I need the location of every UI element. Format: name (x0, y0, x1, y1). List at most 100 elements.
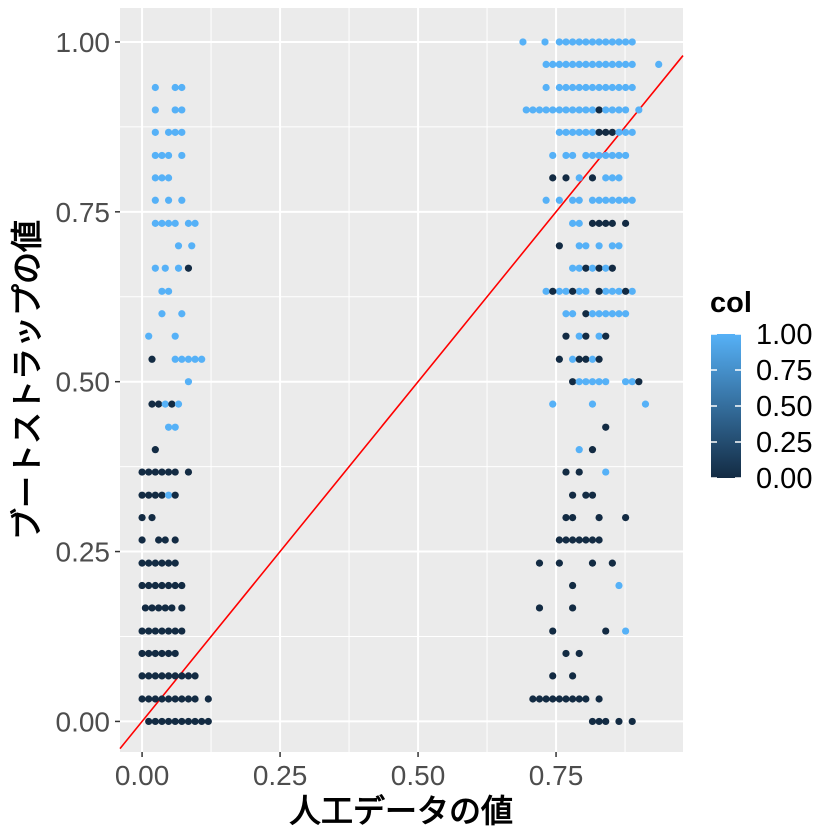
data-point (184, 468, 193, 476)
data-point (562, 106, 570, 114)
data-point (588, 355, 597, 363)
y-tick-label: 0.25 (56, 537, 111, 568)
data-point (602, 60, 610, 68)
data-point (168, 604, 176, 612)
data-point (615, 581, 623, 590)
data-point (542, 287, 550, 295)
y-tick-label: 1.00 (56, 27, 111, 58)
data-point (628, 196, 636, 204)
data-point (148, 400, 156, 408)
data-point (178, 695, 186, 703)
data-point (635, 106, 643, 114)
data-point (191, 717, 199, 726)
data-point (138, 695, 146, 703)
data-point (588, 83, 597, 92)
data-point (562, 38, 570, 46)
data-point (145, 559, 153, 567)
data-point (549, 627, 557, 635)
data-point (575, 60, 583, 68)
data-point (541, 38, 549, 46)
data-point (155, 536, 163, 544)
data-point (191, 695, 199, 703)
data-point (575, 695, 583, 703)
data-point (555, 287, 563, 295)
data-point (635, 378, 643, 386)
data-point (164, 174, 173, 182)
legend-break-label: 1.00 (756, 319, 812, 351)
data-point (608, 310, 616, 318)
data-point (188, 242, 196, 250)
data-point (145, 332, 153, 340)
data-point (588, 559, 597, 567)
data-point (621, 627, 630, 635)
data-point (575, 38, 583, 46)
data-point (582, 83, 590, 92)
data-point (151, 672, 159, 680)
data-point (198, 717, 206, 726)
data-point (174, 264, 183, 272)
legend-break-label: 0.25 (756, 427, 812, 459)
data-point (151, 219, 159, 227)
data-point (569, 581, 577, 590)
data-point (529, 695, 537, 703)
data-point (608, 559, 616, 567)
data-point (184, 717, 193, 726)
data-point (164, 672, 173, 680)
data-point (615, 83, 623, 92)
data-point (582, 287, 590, 295)
data-point (171, 559, 179, 567)
y-tick-label: 0.75 (56, 197, 111, 228)
data-point (615, 717, 623, 726)
data-point (184, 378, 193, 386)
data-point (588, 536, 597, 544)
reference-line-group (119, 55, 684, 750)
data-point (615, 174, 623, 182)
data-point (174, 400, 183, 408)
data-point (164, 559, 173, 567)
data-point (204, 695, 212, 703)
data-point (655, 60, 663, 68)
data-point (178, 627, 186, 635)
data-point (145, 672, 153, 680)
data-point (158, 468, 166, 476)
data-point (138, 536, 146, 544)
data-point (595, 695, 603, 703)
data-point (158, 151, 166, 160)
data-point (588, 196, 597, 204)
data-point (168, 400, 176, 408)
data-point (628, 128, 636, 136)
data-point (588, 400, 597, 408)
data-point (575, 332, 583, 340)
legend-break-label: 0.00 (756, 463, 812, 495)
data-point (562, 332, 570, 340)
data-point (184, 355, 193, 363)
data-point (615, 196, 623, 204)
data-point (608, 151, 616, 160)
data-point (628, 287, 636, 295)
data-point (155, 400, 163, 408)
data-point (158, 717, 166, 726)
data-point (582, 151, 590, 160)
data-point (542, 196, 550, 204)
data-point (151, 128, 159, 136)
legend-ticks: 1.00 0.75 0.50 0.25 0.00 (711, 319, 812, 495)
data-point (191, 672, 199, 680)
data-point (161, 604, 169, 612)
data-point (562, 310, 570, 318)
x-tick-label: 0.75 (529, 760, 584, 791)
data-point (145, 468, 153, 476)
data-point (161, 536, 169, 544)
data-point (178, 196, 186, 204)
data-point (549, 151, 557, 160)
data-point (151, 468, 159, 476)
data-point (602, 310, 610, 318)
data-point (158, 581, 166, 590)
data-point (582, 128, 590, 136)
data-point (145, 581, 153, 590)
data-point (588, 264, 597, 272)
data-point (602, 128, 610, 136)
data-point (569, 83, 577, 92)
data-point (621, 106, 630, 114)
data-point (602, 219, 610, 227)
data-point (621, 151, 630, 160)
